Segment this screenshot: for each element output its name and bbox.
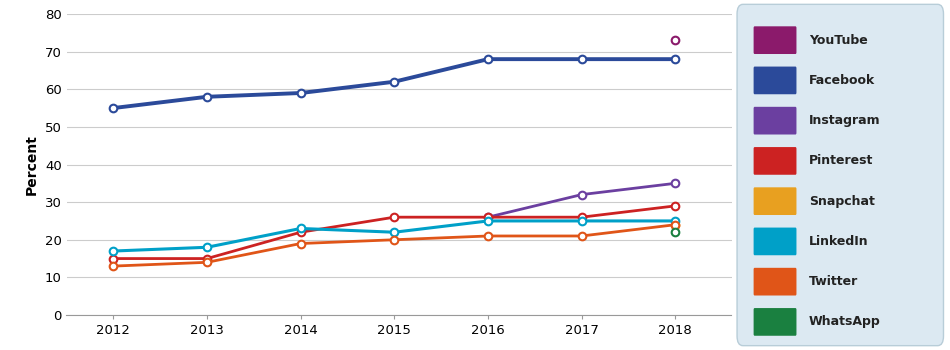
FancyBboxPatch shape [753, 308, 796, 336]
FancyBboxPatch shape [753, 147, 796, 175]
FancyBboxPatch shape [753, 66, 796, 94]
FancyBboxPatch shape [753, 228, 796, 255]
Y-axis label: Percent: Percent [26, 134, 39, 195]
Text: Facebook: Facebook [809, 74, 875, 87]
Text: Instagram: Instagram [809, 114, 881, 127]
Text: Pinterest: Pinterest [809, 154, 873, 167]
FancyBboxPatch shape [753, 187, 796, 215]
FancyBboxPatch shape [753, 26, 796, 54]
Text: WhatsApp: WhatsApp [809, 315, 881, 328]
Text: Snapchat: Snapchat [809, 195, 875, 208]
Text: YouTube: YouTube [809, 34, 868, 47]
FancyBboxPatch shape [753, 107, 796, 134]
Text: LinkedIn: LinkedIn [809, 235, 868, 248]
FancyBboxPatch shape [753, 268, 796, 295]
FancyBboxPatch shape [737, 4, 943, 346]
Text: Twitter: Twitter [809, 275, 859, 288]
